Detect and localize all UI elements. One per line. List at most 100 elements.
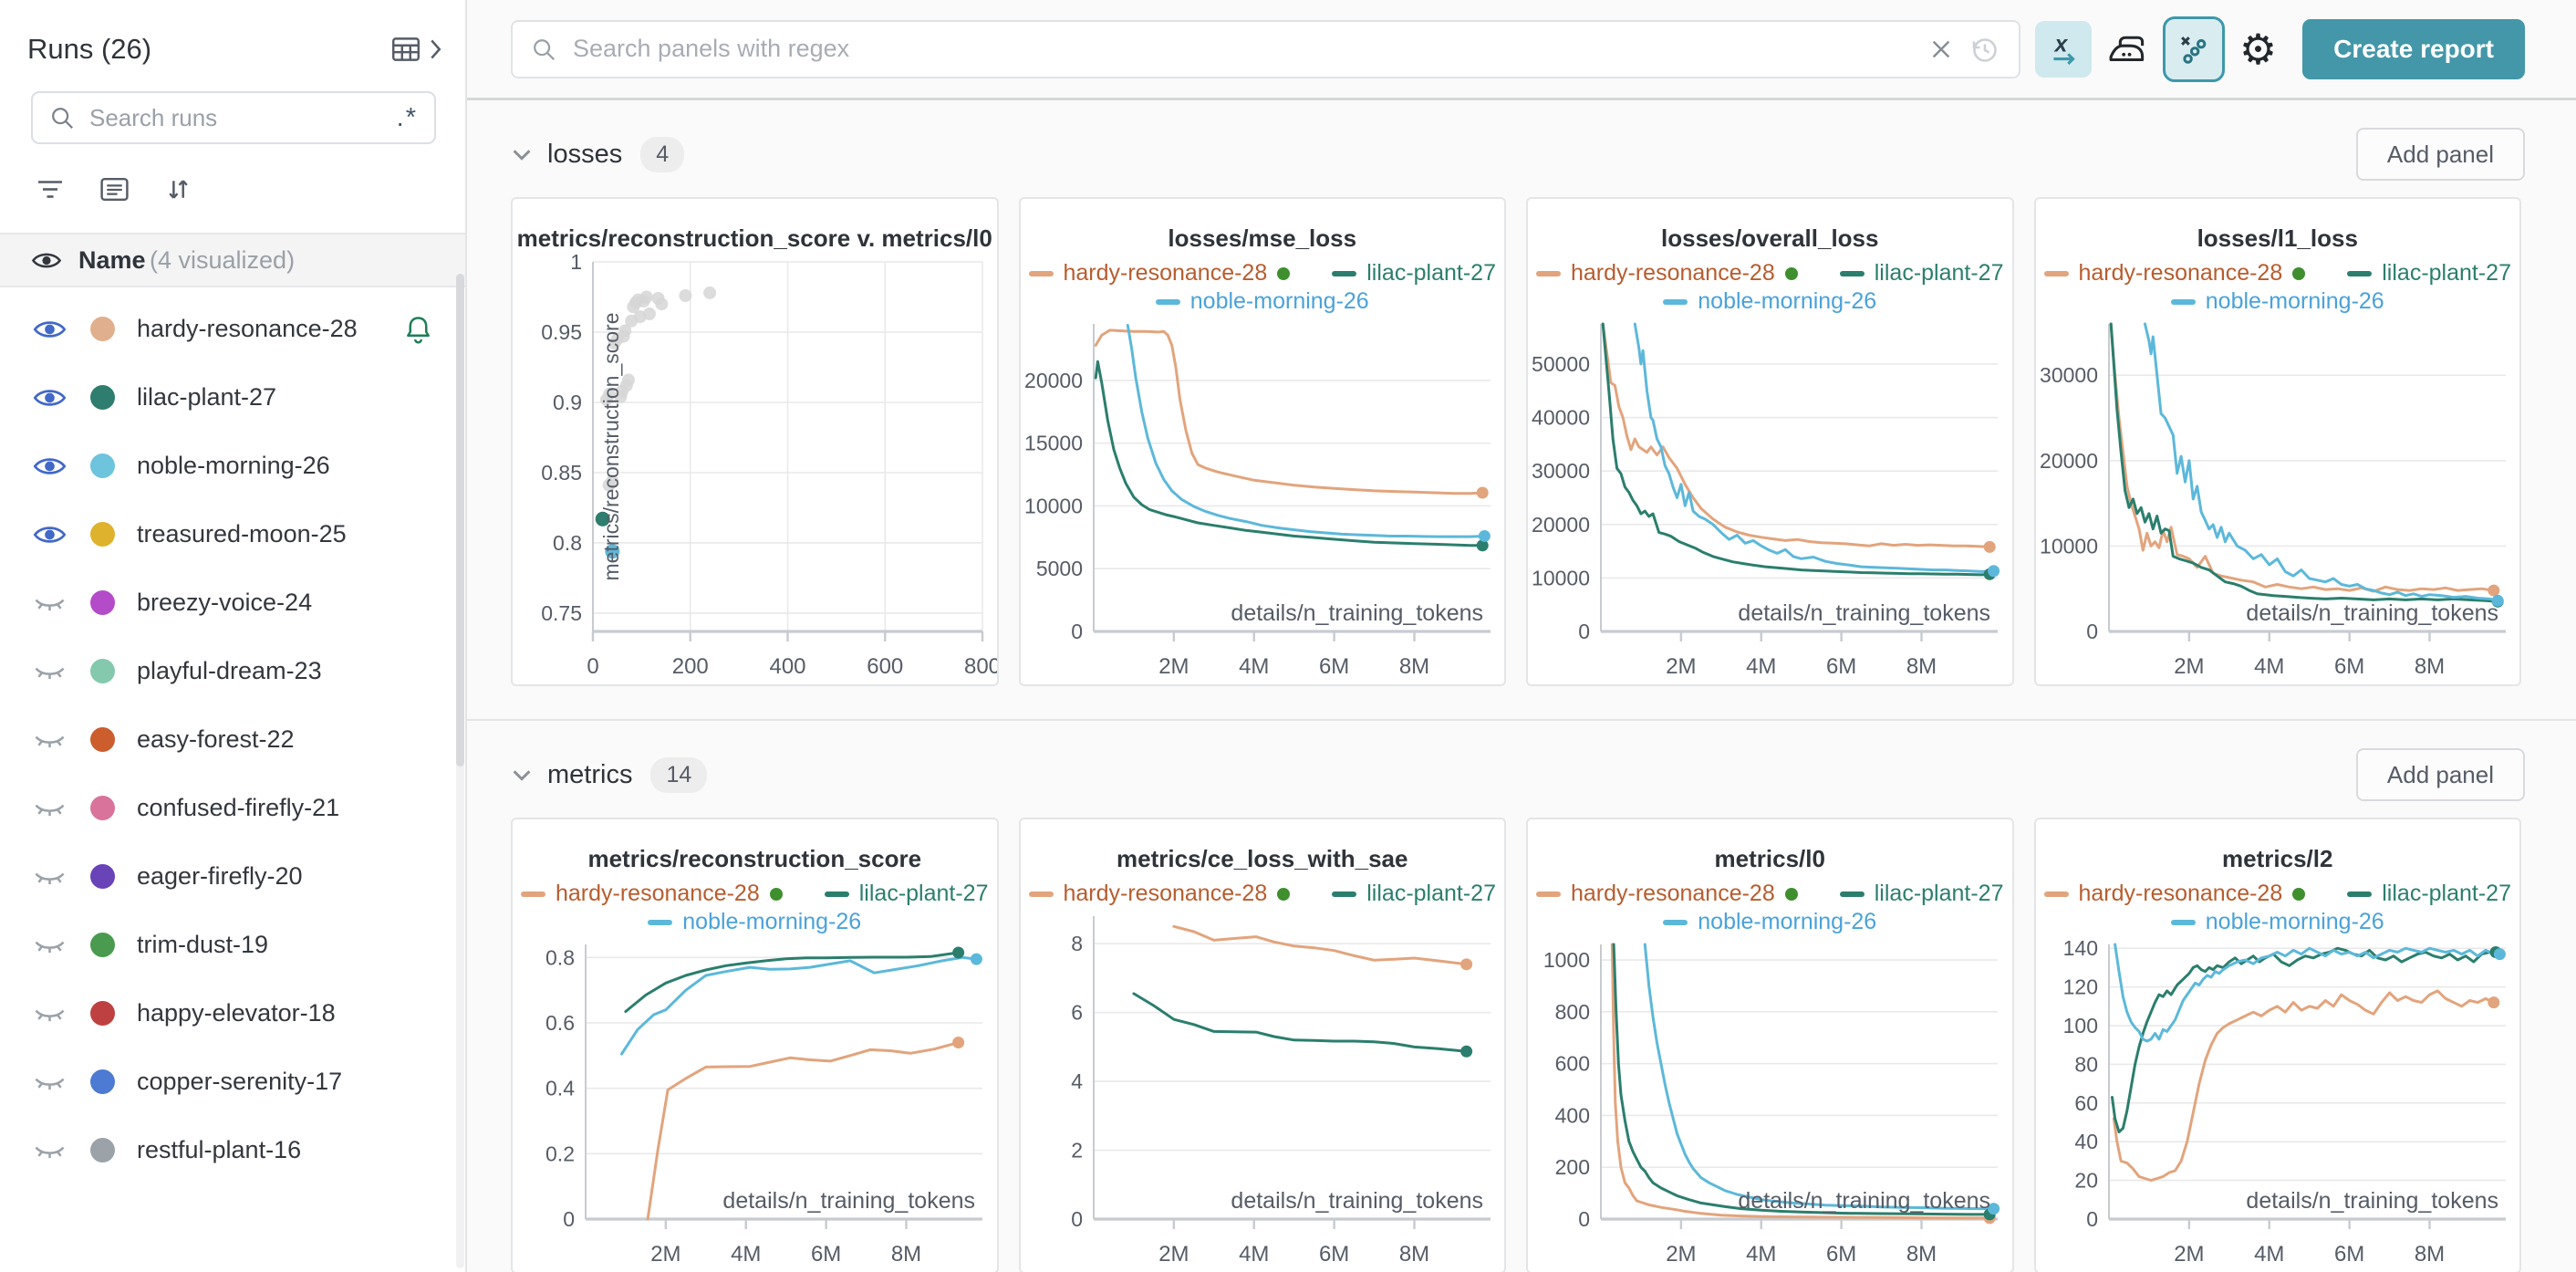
chart-svg[interactable]: 0 20 40 60 80 100 120 140 2M 4M 6M 8M details/n_trai… xyxy=(2036,935,2520,1272)
visibility-off-icon[interactable] xyxy=(33,796,67,821)
create-report-button[interactable]: Create report xyxy=(2302,18,2525,79)
chart-area[interactable]: 0 5000 10000 15000 20000 2M 4M 6M 8M details/n_tr… xyxy=(1021,315,1505,684)
legend-item[interactable]: hardy-resonance-28 xyxy=(2043,881,2306,907)
legend-item[interactable]: noble-morning-26 xyxy=(648,909,861,935)
chart-svg[interactable]: 0 10000 20000 30000 2M 4M 6M 8M details/n_traini… xyxy=(2036,315,2520,684)
add-panel-button[interactable]: Add panel xyxy=(2355,128,2525,181)
visibility-off-icon[interactable] xyxy=(33,1138,67,1163)
legend-item[interactable]: noble-morning-26 xyxy=(1663,909,1876,935)
visibility-off-icon[interactable] xyxy=(33,659,67,684)
panel-card[interactable]: losses/mse_loss hardy-resonance-28 lilac… xyxy=(1018,197,1506,686)
run-row[interactable]: confused-firefly-21 xyxy=(0,774,465,842)
legend-item[interactable]: hardy-resonance-28 xyxy=(1536,260,1798,287)
chart-svg[interactable]: 0 10000 20000 30000 40000 50000 2M 4M 6M 8M detail… xyxy=(1528,315,2012,684)
run-name[interactable]: eager-firefly-20 xyxy=(137,862,303,890)
run-row[interactable]: trim-dust-19 xyxy=(0,911,465,979)
legend-item[interactable]: lilac-plant-27 xyxy=(2347,881,2511,907)
legend-item[interactable]: hardy-resonance-28 xyxy=(2043,260,2306,287)
legend-item[interactable]: lilac-plant-27 xyxy=(824,881,989,907)
legend-item[interactable]: hardy-resonance-28 xyxy=(521,881,783,907)
panel-card[interactable]: losses/l1_loss hardy-resonance-28 lilac-… xyxy=(2033,197,2521,686)
chart-area[interactable]: 0 10000 20000 30000 40000 50000 2M 4M 6M 8M detail… xyxy=(1528,315,2012,684)
search-runs-box[interactable]: .* xyxy=(31,91,436,144)
run-name[interactable]: playful-dream-23 xyxy=(137,657,322,684)
chart-area[interactable]: 0 200 400 600 800 1000 2M 4M 6M 8M details/n_train… xyxy=(1528,935,2012,1272)
chevron-down-icon[interactable] xyxy=(511,767,533,783)
run-name[interactable]: noble-morning-26 xyxy=(137,452,330,479)
run-name[interactable]: restful-plant-16 xyxy=(137,1136,302,1163)
visibility-off-icon[interactable] xyxy=(33,590,67,616)
run-row[interactable]: copper-serenity-17 xyxy=(0,1048,465,1116)
scrollbar-thumb[interactable] xyxy=(456,274,464,766)
panel-search-input[interactable] xyxy=(571,34,1915,64)
legend-item[interactable]: hardy-resonance-28 xyxy=(1028,881,1291,907)
panel-card[interactable]: metrics/ce_loss_with_sae hardy-resonance… xyxy=(1018,818,1506,1272)
search-runs-input[interactable] xyxy=(88,102,384,133)
run-row[interactable]: easy-forest-22 xyxy=(0,705,465,774)
visibility-on-icon[interactable] xyxy=(33,522,67,547)
legend-item[interactable]: hardy-resonance-28 xyxy=(1028,260,1291,287)
legend-item[interactable]: noble-morning-26 xyxy=(1155,288,1369,315)
chart-area[interactable]: 0 20 40 60 80 100 120 140 2M 4M 6M 8M details/n_trai… xyxy=(2036,935,2520,1272)
x-axis-settings-button[interactable]: x xyxy=(2034,20,2092,78)
sort-icon[interactable] xyxy=(163,175,192,203)
smoothing-iron-button[interactable] xyxy=(2106,28,2148,70)
legend-item[interactable]: lilac-plant-27 xyxy=(1839,260,2004,287)
outlier-sampling-button[interactable] xyxy=(2162,16,2225,82)
chart-area[interactable]: 0 0.2 0.4 0.6 0.8 2M 4M 6M 8M details/n_training_… xyxy=(513,935,997,1272)
alert-bell-icon[interactable] xyxy=(402,313,434,345)
sidebar-scrollbar[interactable] xyxy=(456,274,464,1268)
panel-search-box[interactable] xyxy=(511,19,2020,78)
run-name[interactable]: treasured-moon-25 xyxy=(137,520,347,547)
chevron-down-icon[interactable] xyxy=(511,147,533,162)
visibility-off-icon[interactable] xyxy=(33,1001,67,1027)
chart-area[interactable]: 0 10000 20000 30000 2M 4M 6M 8M details/n_traini… xyxy=(2036,315,2520,684)
regex-icon[interactable]: .* xyxy=(396,102,418,132)
legend-item[interactable]: lilac-plant-27 xyxy=(2347,260,2511,287)
legend-item[interactable]: lilac-plant-27 xyxy=(1839,881,2004,907)
chart-area[interactable]: 1 0.95 0.9 0.85 0.8 0.75 0 200 400 600 800 metrics/… xyxy=(513,250,996,684)
run-row[interactable]: playful-dream-23 xyxy=(0,637,465,705)
run-row[interactable]: noble-morning-26 xyxy=(0,432,465,500)
legend-item[interactable]: noble-morning-26 xyxy=(2170,288,2384,315)
filter-icon[interactable] xyxy=(35,177,66,202)
add-panel-button[interactable]: Add panel xyxy=(2355,748,2525,801)
chart-area[interactable]: 0 2 4 6 8 2M 4M 6M 8M details/n_training_tokens xyxy=(1021,907,1505,1272)
settings-gear-button[interactable]: ⚙ xyxy=(2239,28,2277,70)
table-icon[interactable] xyxy=(390,33,422,66)
visibility-off-icon[interactable] xyxy=(33,933,67,958)
chart-svg[interactable]: 0 2 4 6 8 2M 4M 6M 8M details/n_training_tokens xyxy=(1021,907,1505,1272)
runs-list-header[interactable]: Name (4 visualized) xyxy=(0,233,465,287)
run-row[interactable]: happy-elevator-18 xyxy=(0,979,465,1048)
visibility-on-icon[interactable] xyxy=(33,454,67,479)
visibility-on-icon[interactable] xyxy=(33,385,67,411)
visibility-off-icon[interactable] xyxy=(33,864,67,890)
run-row[interactable]: restful-plant-16 xyxy=(0,1116,465,1184)
run-name[interactable]: breezy-voice-24 xyxy=(137,589,313,616)
run-name[interactable]: confused-firefly-21 xyxy=(137,794,340,821)
run-row[interactable]: hardy-resonance-28 xyxy=(0,295,465,363)
run-row[interactable]: eager-firefly-20 xyxy=(0,842,465,911)
run-name[interactable]: trim-dust-19 xyxy=(137,931,269,958)
run-row[interactable]: treasured-moon-25 xyxy=(0,500,465,568)
list-icon[interactable] xyxy=(99,175,130,203)
panel-card[interactable]: metrics/reconstruction_score hardy-reson… xyxy=(511,818,999,1272)
chart-svg[interactable]: 0 5000 10000 15000 20000 2M 4M 6M 8M details/n_tr… xyxy=(1021,315,1505,684)
legend-item[interactable]: lilac-plant-27 xyxy=(1332,881,1496,907)
visibility-on-icon[interactable] xyxy=(33,317,67,342)
visibility-off-icon[interactable] xyxy=(33,727,67,753)
chart-svg[interactable]: 0 0.2 0.4 0.6 0.8 2M 4M 6M 8M details/n_training_… xyxy=(513,935,997,1272)
run-name[interactable]: lilac-plant-27 xyxy=(137,383,277,411)
run-row[interactable]: breezy-voice-24 xyxy=(0,568,465,637)
panel-card[interactable]: metrics/l0 hardy-resonance-28 lilac-plan… xyxy=(1526,818,2014,1272)
chart-svg[interactable]: 0 200 400 600 800 1000 2M 4M 6M 8M details/n_train… xyxy=(1528,935,2012,1272)
panel-card[interactable]: metrics/l2 hardy-resonance-28 lilac-plan… xyxy=(2033,818,2521,1272)
section-title[interactable]: losses xyxy=(547,139,623,169)
clear-x-icon[interactable] xyxy=(1929,37,1953,61)
run-name[interactable]: happy-elevator-18 xyxy=(137,999,336,1027)
run-name[interactable]: hardy-resonance-28 xyxy=(137,315,358,342)
panel-card[interactable]: losses/overall_loss hardy-resonance-28 l… xyxy=(1526,197,2014,686)
legend-item[interactable]: hardy-resonance-28 xyxy=(1536,881,1798,907)
visibility-off-icon[interactable] xyxy=(33,1069,67,1095)
legend-item[interactable]: lilac-plant-27 xyxy=(1332,260,1496,287)
